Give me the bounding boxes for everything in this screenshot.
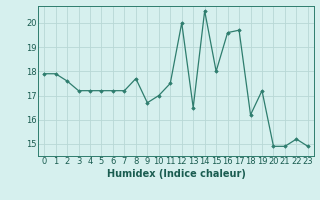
X-axis label: Humidex (Indice chaleur): Humidex (Indice chaleur)	[107, 169, 245, 179]
